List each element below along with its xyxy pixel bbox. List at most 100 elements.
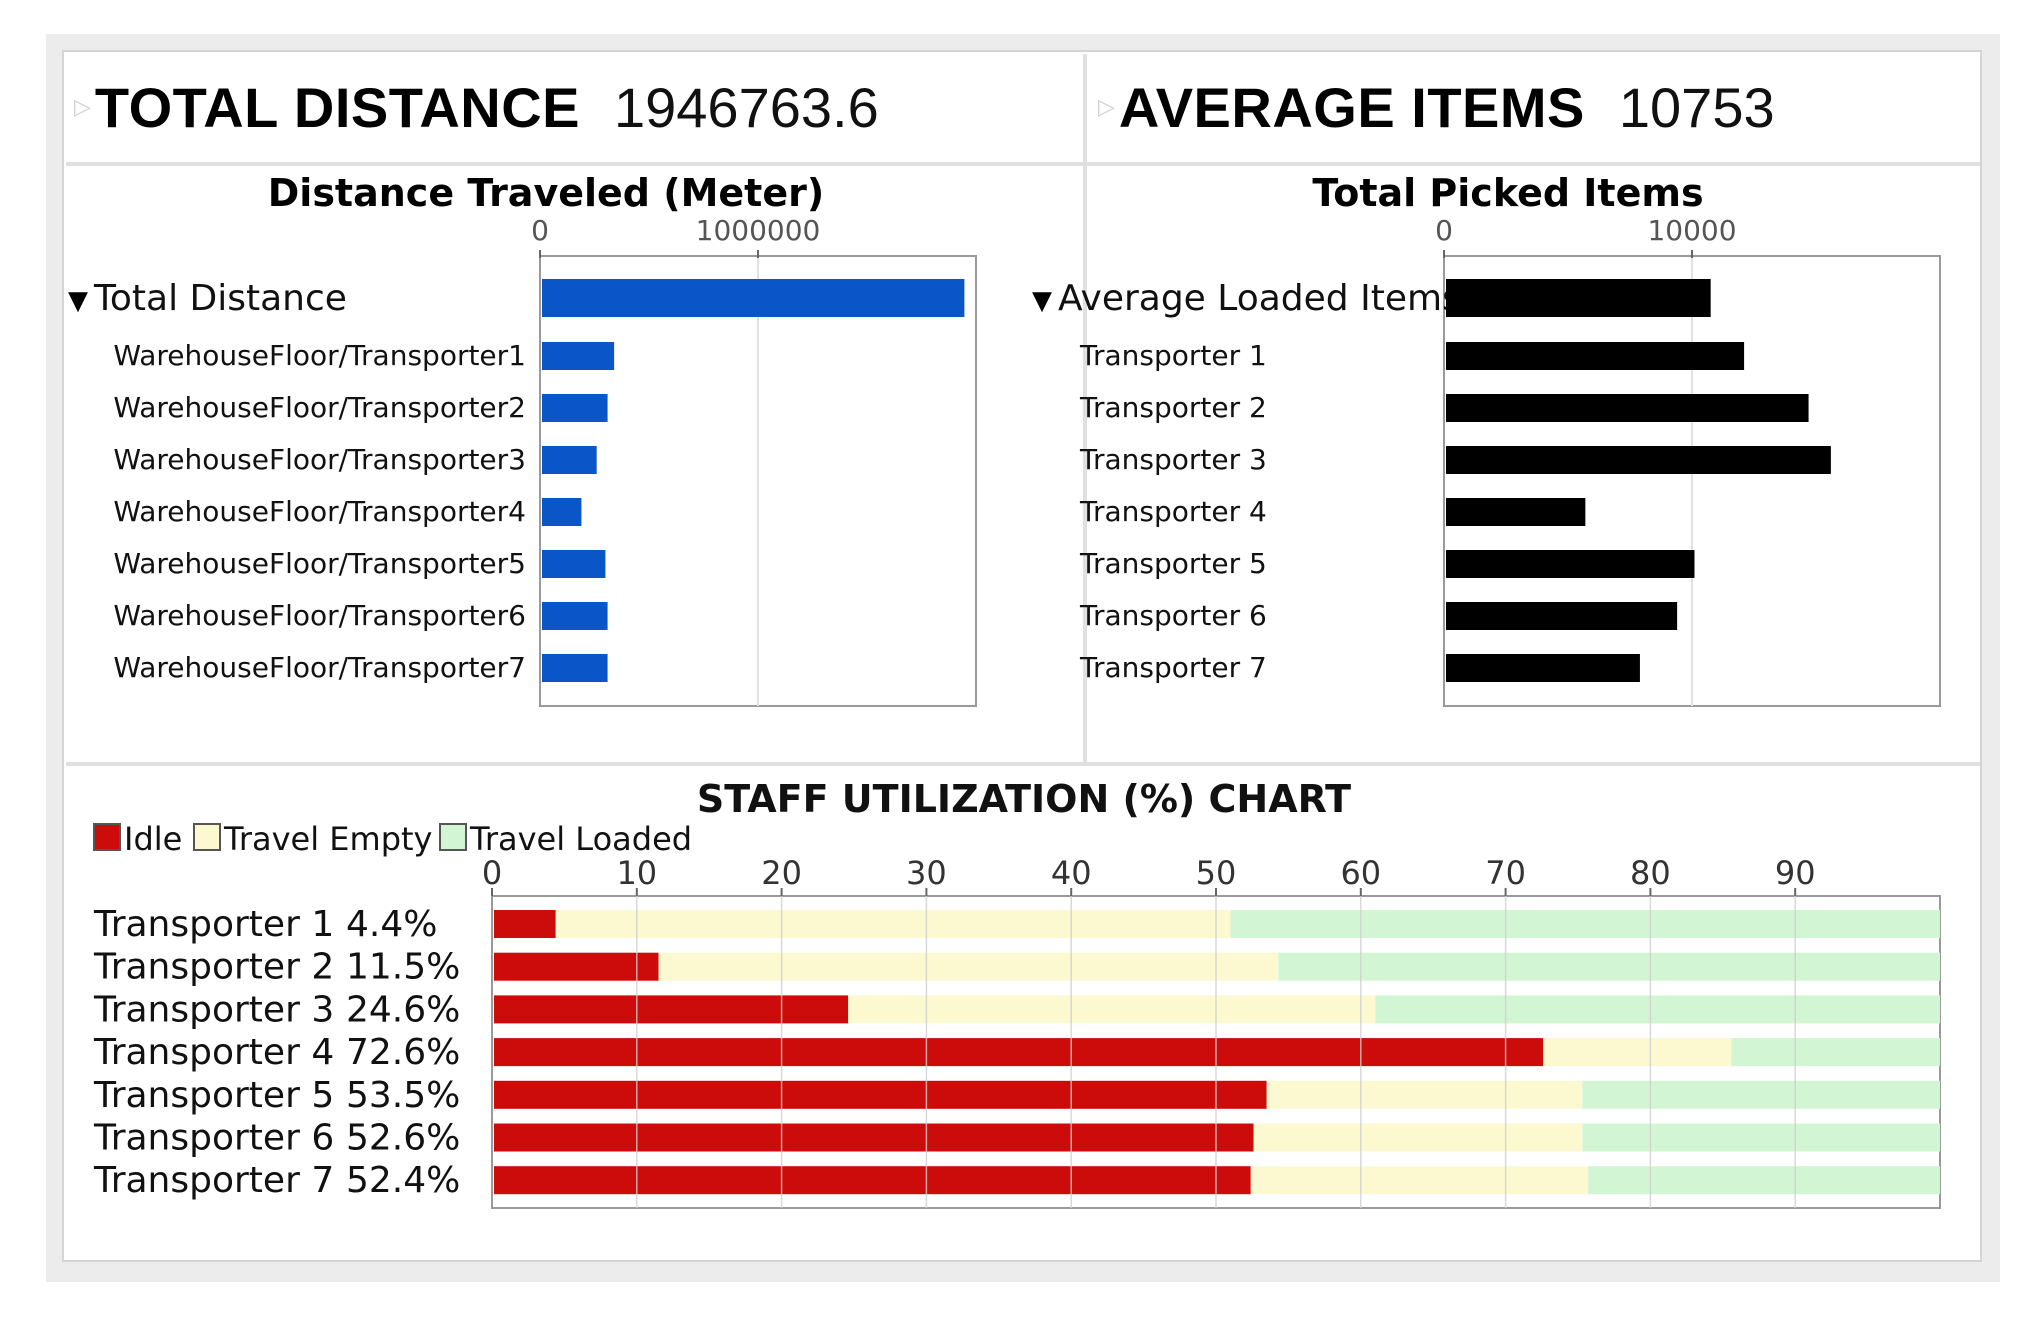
category-label: Transporter 1 bbox=[93, 904, 334, 945]
category-label: WarehouseFloor/Transporter5 bbox=[113, 547, 526, 580]
bar bbox=[542, 394, 608, 422]
chart-title: Distance Traveled (Meter) bbox=[268, 171, 824, 215]
bar-travel-loaded bbox=[1582, 1123, 1940, 1152]
vertical-divider bbox=[1083, 54, 1087, 766]
bar-idle bbox=[494, 1123, 1254, 1152]
tick-label: 10000 bbox=[1647, 214, 1736, 247]
section-divider bbox=[66, 762, 1980, 766]
bar-travel-empty bbox=[658, 952, 1279, 981]
kpi-total-distance[interactable]: ▷ TOTAL DISTANCE 1946763.6 bbox=[74, 72, 879, 142]
category-label: Transporter 2 bbox=[93, 947, 334, 988]
chart-title: STAFF UTILIZATION (%) CHART bbox=[697, 777, 1351, 821]
legend-label: Idle bbox=[124, 820, 182, 858]
legend-label: Travel Empty bbox=[223, 820, 432, 858]
category-label: WarehouseFloor/Transporter1 bbox=[113, 339, 526, 372]
tick-label: 60 bbox=[1340, 854, 1381, 892]
kpi-average-items[interactable]: ▷ AVERAGE ITEMS 10753 bbox=[1098, 72, 1775, 142]
bar bbox=[542, 602, 608, 630]
tick-label: 0 bbox=[1435, 214, 1453, 247]
category-label: WarehouseFloor/Transporter7 bbox=[113, 651, 526, 684]
bar bbox=[1446, 342, 1745, 370]
category-label: Transporter 6 bbox=[1079, 599, 1267, 632]
bar-idle bbox=[494, 995, 849, 1024]
tick-label: 1000000 bbox=[696, 214, 821, 247]
chart-title: Total Picked Items bbox=[1312, 171, 1703, 215]
category-label: Transporter 4 bbox=[1079, 495, 1267, 528]
bar-travel-loaded bbox=[1375, 995, 1940, 1024]
tick-label: 0 bbox=[482, 854, 502, 892]
tick-label: 10 bbox=[616, 854, 657, 892]
bar-travel-empty bbox=[555, 910, 1231, 938]
category-label: WarehouseFloor/Transporter3 bbox=[113, 443, 526, 476]
bar-travel-loaded bbox=[1230, 910, 1940, 938]
kpi-value: 1946763.6 bbox=[614, 75, 879, 139]
legend-swatch bbox=[193, 823, 221, 851]
bar-idle bbox=[494, 1038, 1544, 1067]
bar-travel-loaded bbox=[1582, 1080, 1940, 1109]
category-label: Transporter 7 bbox=[1079, 651, 1267, 684]
bar bbox=[1446, 654, 1640, 682]
legend-label: Travel Loaded bbox=[469, 820, 692, 858]
tick-label: 40 bbox=[1051, 854, 1092, 892]
bar bbox=[1446, 394, 1809, 422]
value-label: 52.4% bbox=[346, 1160, 460, 1201]
bar bbox=[1446, 602, 1678, 630]
bar-travel-empty bbox=[1250, 1166, 1589, 1195]
tick-label: 80 bbox=[1630, 854, 1671, 892]
tick-label: 20 bbox=[761, 854, 802, 892]
expand-triangle-icon[interactable]: ▷ bbox=[1098, 94, 1115, 120]
tick-label: 30 bbox=[906, 854, 947, 892]
value-label: 52.6% bbox=[346, 1118, 460, 1159]
category-label: WarehouseFloor/Transporter6 bbox=[113, 599, 526, 632]
bar-total bbox=[1446, 279, 1711, 317]
bar-travel-empty bbox=[1543, 1038, 1732, 1067]
kpi-value: 10753 bbox=[1618, 75, 1775, 139]
bar-idle bbox=[494, 1166, 1251, 1195]
category-label: Transporter 4 bbox=[93, 1032, 334, 1073]
bar bbox=[542, 654, 608, 682]
tick-label: 0 bbox=[531, 214, 549, 247]
category-label: WarehouseFloor/Transporter4 bbox=[113, 495, 526, 528]
category-label: WarehouseFloor/Transporter2 bbox=[113, 391, 526, 424]
category-label: Transporter 2 bbox=[1079, 391, 1267, 424]
tick-label: 70 bbox=[1485, 854, 1526, 892]
category-label: Transporter 5 bbox=[93, 1075, 334, 1116]
bar-idle bbox=[494, 910, 556, 938]
category-label: Transporter 3 bbox=[93, 989, 334, 1030]
value-label: 4.4% bbox=[346, 904, 437, 945]
bar-travel-loaded bbox=[1731, 1038, 1940, 1067]
group-label: Total Distance bbox=[93, 278, 347, 319]
category-label: Transporter 5 bbox=[1079, 547, 1267, 580]
category-label: Transporter 6 bbox=[93, 1118, 334, 1159]
legend-swatch bbox=[93, 823, 121, 851]
kpi-label: TOTAL DISTANCE bbox=[94, 75, 580, 139]
bar-travel-loaded bbox=[1588, 1166, 1940, 1195]
category-label: Transporter 7 bbox=[93, 1160, 334, 1201]
group-label: Average Loaded Items bbox=[1058, 278, 1461, 319]
bar bbox=[542, 498, 582, 526]
value-label: 72.6% bbox=[346, 1032, 460, 1073]
bar-travel-empty bbox=[848, 995, 1376, 1024]
bar-total bbox=[542, 279, 965, 317]
bar-travel-loaded bbox=[1278, 952, 1940, 981]
tick-label: 90 bbox=[1775, 854, 1816, 892]
bar bbox=[1446, 550, 1695, 578]
header-divider bbox=[66, 162, 1980, 166]
value-label: 11.5% bbox=[346, 947, 460, 988]
collapse-triangle-icon: ▼ bbox=[1032, 286, 1052, 316]
category-label: Transporter 1 bbox=[1079, 339, 1267, 372]
bar bbox=[1446, 446, 1831, 474]
legend-swatch bbox=[439, 823, 467, 851]
category-label: Transporter 3 bbox=[1079, 443, 1267, 476]
expand-triangle-icon[interactable]: ▷ bbox=[74, 94, 91, 120]
bar bbox=[542, 550, 606, 578]
bar bbox=[542, 446, 597, 474]
bar-idle bbox=[494, 952, 659, 981]
bar-idle bbox=[494, 1080, 1267, 1109]
bar-travel-empty bbox=[1266, 1080, 1583, 1109]
bar bbox=[1446, 498, 1586, 526]
bar-travel-empty bbox=[1253, 1123, 1583, 1152]
collapse-triangle-icon: ▼ bbox=[68, 286, 88, 316]
value-label: 24.6% bbox=[346, 989, 460, 1030]
